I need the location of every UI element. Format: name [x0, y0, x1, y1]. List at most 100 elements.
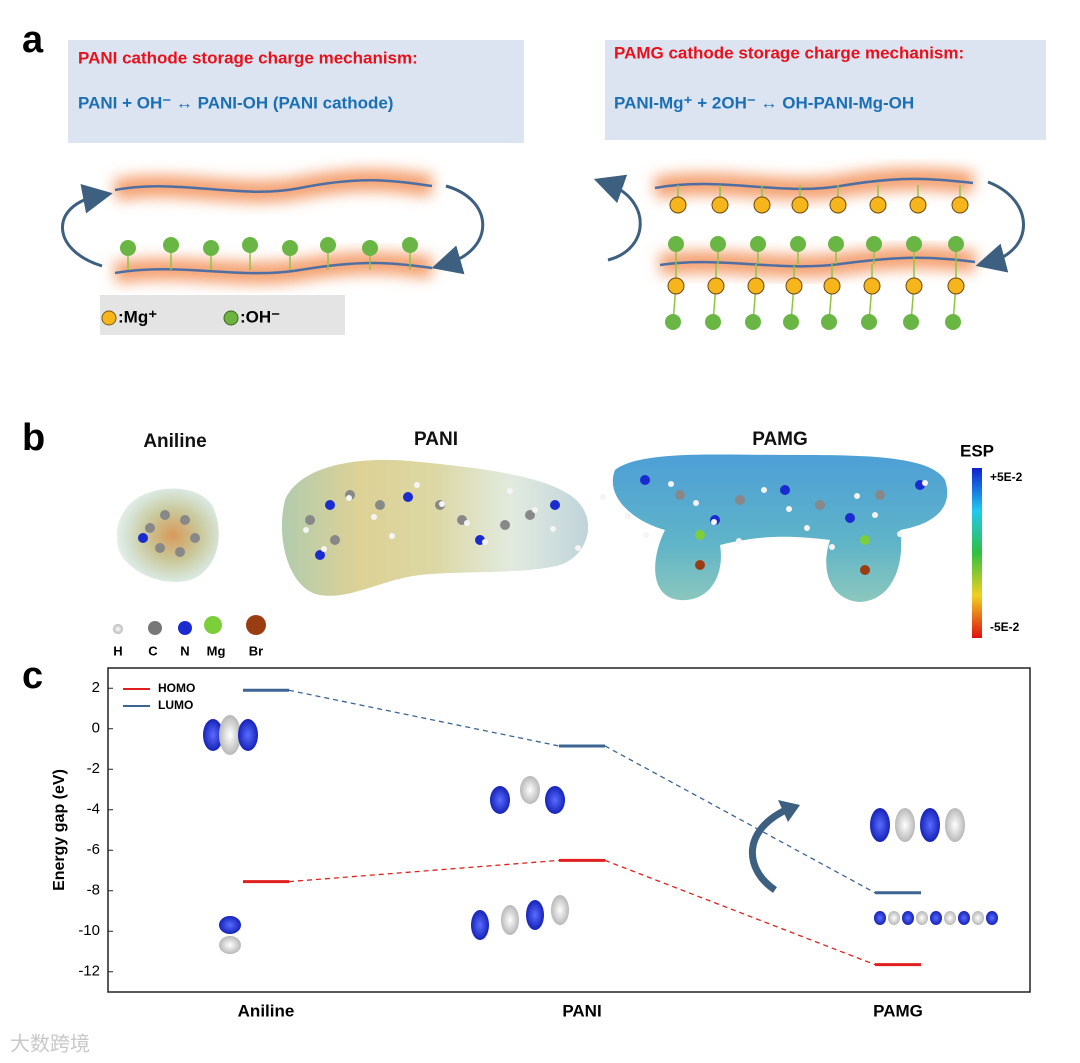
- y-tick-label: 2: [92, 679, 100, 696]
- esp-surface: [116, 488, 219, 582]
- ion: [829, 196, 847, 214]
- atom: [695, 530, 705, 540]
- atom-key: [178, 621, 192, 635]
- ion: [282, 240, 298, 256]
- oh-icon: [223, 310, 239, 326]
- atom: [190, 533, 200, 543]
- atom: [600, 494, 606, 500]
- atom-label: H: [113, 643, 122, 658]
- atom: [643, 532, 649, 538]
- atom: [315, 550, 325, 560]
- esp-surface: [281, 459, 589, 596]
- mg-icon: [101, 310, 117, 326]
- y-axis-label: Energy gap (eV): [51, 769, 68, 891]
- ion: [869, 196, 887, 214]
- atom-label: N: [180, 643, 189, 658]
- atom: [625, 513, 631, 519]
- atom: [160, 510, 170, 520]
- orbital-lobe: [238, 719, 258, 751]
- ion: [745, 314, 761, 330]
- orbital-lobe: [501, 905, 519, 935]
- connector: [288, 689, 560, 747]
- atom: [845, 513, 855, 523]
- legend-label: LUMO: [158, 698, 193, 712]
- ion: [707, 277, 725, 295]
- atom: [525, 510, 535, 520]
- orbital-lobe: [944, 911, 956, 925]
- colorbar-label: -5E-2: [990, 620, 1020, 634]
- atom-balls: [138, 475, 928, 575]
- atom: [735, 495, 745, 505]
- x-tick-label: PANI: [562, 1001, 601, 1020]
- atom: [389, 533, 395, 539]
- ion: [948, 236, 964, 252]
- connector: [604, 859, 876, 966]
- atom: [330, 535, 340, 545]
- ion: [705, 314, 721, 330]
- orbital-lobe: [526, 900, 544, 930]
- molecule-label: PAMG: [752, 429, 808, 450]
- ion: [821, 314, 837, 330]
- atom: [321, 546, 327, 552]
- atom: [693, 500, 699, 506]
- atom: [695, 560, 705, 570]
- colorbar-label: +5E-2: [990, 470, 1023, 484]
- arrow-head: [778, 800, 800, 822]
- atom-label: C: [148, 643, 158, 658]
- atom: [305, 515, 315, 525]
- atom: [575, 545, 581, 551]
- atom: [346, 495, 352, 501]
- ion: [669, 196, 687, 214]
- ion: [909, 196, 927, 214]
- x-tick-label: PAMG: [873, 1001, 923, 1020]
- ion: [665, 314, 681, 330]
- mechanism-equation: PANI + OH⁻ ↔ PANI-OH (PANI cathode): [78, 93, 393, 112]
- orbital-lobe: [930, 911, 942, 925]
- legend-label: HOMO: [158, 681, 195, 695]
- atom: [860, 535, 870, 545]
- orbital-images: [203, 715, 998, 954]
- ion: [906, 236, 922, 252]
- atom-label: Mg: [207, 643, 226, 658]
- ion: [828, 236, 844, 252]
- atom: [829, 544, 835, 550]
- orbital-lobe: [920, 808, 940, 842]
- panel-label: a: [22, 19, 44, 61]
- esp-surface: [612, 454, 948, 602]
- atom: [860, 565, 870, 575]
- molecule-label: Aniline: [143, 431, 206, 452]
- atom: [804, 525, 810, 531]
- atom: [550, 526, 556, 532]
- atom: [145, 523, 155, 533]
- ion: [785, 277, 803, 295]
- atom: [303, 527, 309, 533]
- y-tick-label: 0: [92, 720, 100, 737]
- ion: [163, 237, 179, 253]
- orbital-lobe: [203, 719, 223, 751]
- ion: [753, 196, 771, 214]
- panel-label: c: [22, 655, 43, 697]
- atom-key: [148, 621, 162, 635]
- atom: [414, 482, 420, 488]
- orbital-lobe: [219, 715, 241, 755]
- ion: [203, 240, 219, 256]
- atom: [180, 515, 190, 525]
- atom: [507, 488, 513, 494]
- y-tick-label: -8: [87, 882, 100, 899]
- atom: [464, 520, 470, 526]
- mechanism-title: PAMG cathode storage charge mechanism:: [614, 43, 964, 62]
- orbital-lobe: [945, 808, 965, 842]
- atom-label: Br: [249, 643, 263, 658]
- y-tick-label: -2: [87, 760, 100, 777]
- atom: [500, 520, 510, 530]
- atom: [922, 480, 928, 486]
- ion: [362, 240, 378, 256]
- atom: [736, 538, 742, 544]
- colorbar: [972, 468, 982, 638]
- y-tick-label: -12: [78, 963, 100, 980]
- atom: [371, 514, 377, 520]
- connector: [288, 859, 560, 883]
- orbital-lobe: [986, 911, 998, 925]
- atom: [815, 500, 825, 510]
